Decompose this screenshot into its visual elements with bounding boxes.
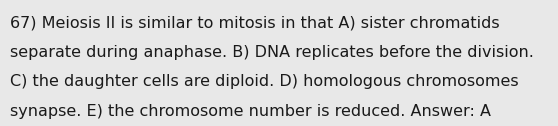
Text: 67) Meiosis II is similar to mitosis in that A) sister chromatids: 67) Meiosis II is similar to mitosis in …: [10, 15, 499, 30]
Text: synapse. E) the chromosome number is reduced. Answer: A: synapse. E) the chromosome number is red…: [10, 104, 491, 119]
Text: C) the daughter cells are diploid. D) homologous chromosomes: C) the daughter cells are diploid. D) ho…: [10, 74, 519, 89]
Text: separate during anaphase. B) DNA replicates before the division.: separate during anaphase. B) DNA replica…: [10, 45, 534, 60]
